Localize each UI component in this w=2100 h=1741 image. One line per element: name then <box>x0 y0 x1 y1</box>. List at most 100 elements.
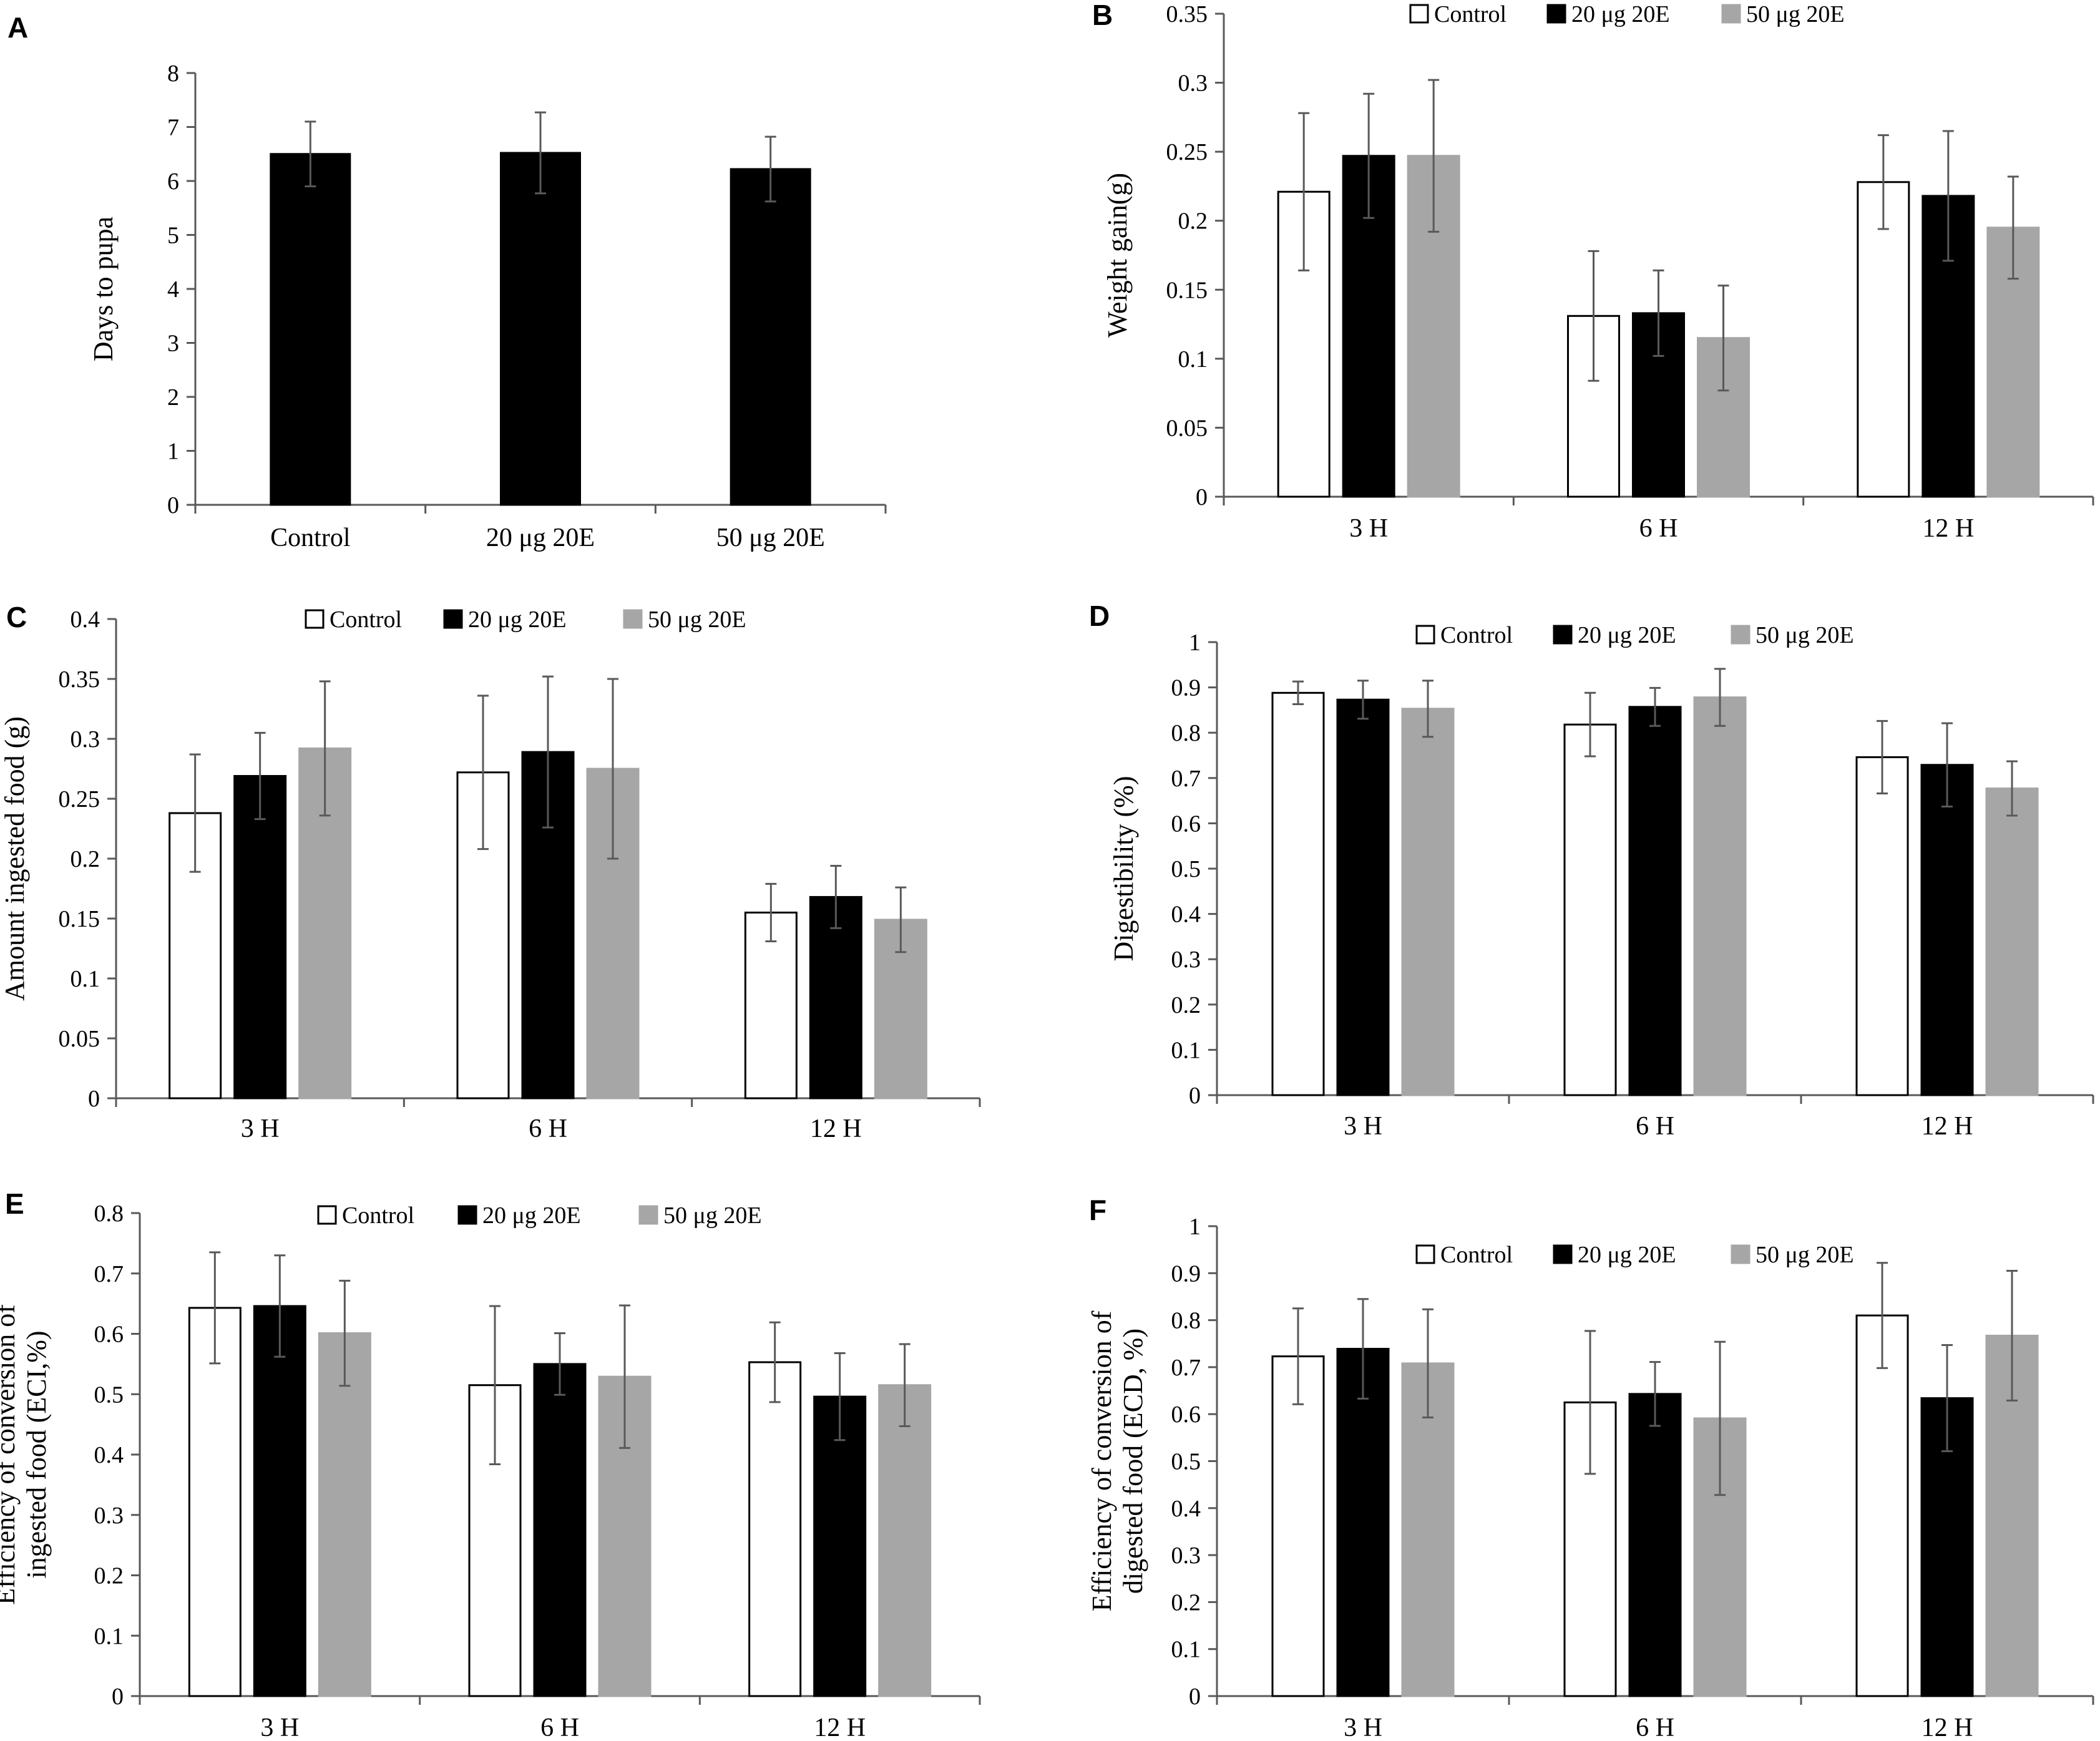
category-label: 20 μg 20E <box>486 524 595 552</box>
category-label: 12 H <box>810 1114 862 1143</box>
legend-swatch-2 <box>1553 625 1573 645</box>
bar <box>1563 723 1617 1096</box>
legend-label: 50 μg 20E <box>1756 622 1854 648</box>
legend-swatch-2 <box>1553 1244 1573 1264</box>
y-tick-label: 0.1 <box>1171 1037 1201 1063</box>
bar <box>1693 696 1747 1096</box>
category-label: 6 H <box>540 1714 579 1738</box>
y-tick-label: 0.05 <box>1166 415 1208 441</box>
legend-label: 20 μg 20E <box>482 1202 581 1229</box>
y-tick-label: 0.4 <box>1171 1496 1201 1522</box>
legend-swatch-1 <box>1415 625 1435 645</box>
bar <box>1920 1397 1974 1697</box>
legend-swatch-3 <box>1731 625 1751 645</box>
legend-label: 50 μg 20E <box>663 1202 762 1229</box>
category-label: 3 H <box>1344 1112 1382 1141</box>
legend-label: 50 μg 20E <box>1756 1242 1854 1268</box>
category-label: 3 H <box>1349 514 1388 543</box>
y-tick-label: 0.25 <box>59 786 100 812</box>
y-tick-label: 0.9 <box>1171 1261 1201 1287</box>
legend-label: Control <box>1440 622 1513 648</box>
y-axis-label: Digestibility (%) <box>1108 776 1139 962</box>
y-axis-label: ingested food (ECI,%) <box>21 1330 52 1578</box>
legend-swatch-3 <box>1721 4 1741 24</box>
y-axis-label: digested food (ECD, %) <box>1118 1329 1148 1594</box>
y-tick-label: 0.6 <box>1171 811 1201 837</box>
y-axis-label: Days to pupa <box>88 217 119 361</box>
y-tick-label: 0 <box>88 1086 100 1112</box>
category-label: 6 H <box>1639 514 1678 543</box>
y-tick-label: 0.35 <box>1166 1 1208 27</box>
category-label: 6 H <box>529 1114 567 1143</box>
y-tick-label: 0.8 <box>94 1201 124 1227</box>
y-tick-label: 0.7 <box>1171 1355 1201 1381</box>
category-label: 12 H <box>814 1714 866 1738</box>
y-tick-label: 1 <box>167 439 179 465</box>
y-tick-label: 0.1 <box>94 1623 124 1649</box>
bar <box>318 1332 371 1697</box>
y-tick-label: 0 <box>1189 1684 1201 1710</box>
bar <box>188 1307 242 1697</box>
y-tick-label: 0.5 <box>1171 1449 1201 1475</box>
category-label: 3 H <box>260 1714 299 1738</box>
legend-label: 20 μg 20E <box>1578 1242 1676 1268</box>
bar <box>1401 708 1455 1096</box>
bar <box>730 168 811 506</box>
bar <box>1336 1348 1390 1697</box>
bar <box>500 152 581 506</box>
legend-label: Control <box>330 607 402 633</box>
panel-letter: D <box>1089 600 1110 632</box>
panel-letter: B <box>1092 0 1113 31</box>
bar <box>809 895 862 1100</box>
category-label: 50 μg 20E <box>716 524 825 552</box>
y-tick-label: 0.25 <box>1166 139 1208 165</box>
y-axis-label: Amount ingested food (g) <box>0 716 30 1001</box>
bar <box>1628 1393 1682 1697</box>
bar <box>1628 706 1682 1096</box>
y-tick-label: 0.1 <box>71 966 100 992</box>
y-tick-label: 0.15 <box>59 906 100 932</box>
legend-label: 50 μg 20E <box>1746 1 1845 27</box>
y-tick-label: 0.3 <box>1171 1543 1201 1569</box>
bar <box>748 1361 802 1697</box>
category-label: 12 H <box>1922 514 1974 543</box>
panel-letter: E <box>5 1187 24 1220</box>
category-label: 3 H <box>1344 1714 1382 1738</box>
bar <box>744 911 798 1100</box>
bar <box>1985 787 2039 1096</box>
y-tick-label: 0.15 <box>1166 277 1208 303</box>
legend-swatch-1 <box>1409 4 1429 24</box>
panel-letter: F <box>1089 1194 1106 1226</box>
y-tick-label: 0.3 <box>71 726 100 753</box>
bar <box>533 1363 587 1697</box>
y-tick-label: 0.3 <box>1171 947 1201 973</box>
y-tick-label: 1 <box>1189 630 1201 656</box>
y-tick-label: 0.9 <box>1171 675 1201 701</box>
panel-letter: A <box>7 11 28 44</box>
bar <box>270 153 351 506</box>
legend: Control 20 μg 20E 50 μg 20E <box>1415 1242 1854 1268</box>
category-label: 3 H <box>241 1114 280 1143</box>
legend-swatch-3 <box>638 1205 658 1225</box>
y-tick-label: 0.3 <box>94 1503 124 1529</box>
bar <box>1271 1355 1325 1697</box>
legend-label: 20 μg 20E <box>468 607 567 633</box>
y-tick-label: 8 <box>167 61 179 87</box>
y-tick-label: 0.2 <box>1171 1589 1201 1616</box>
legend-swatch-2 <box>443 609 463 629</box>
category-label: 12 H <box>1922 1714 1973 1738</box>
y-tick-label: 0.6 <box>94 1322 124 1348</box>
bar <box>1920 764 1974 1096</box>
y-tick-label: 0.5 <box>94 1382 124 1408</box>
legend-swatch-1 <box>305 609 325 629</box>
chart-panel-e: E 0 0.1 0.2 0.3 0.4 0.5 0.6 0.7 0.8 Efficiency of … <box>0 1187 981 1741</box>
y-tick-label: 0.7 <box>1171 766 1201 792</box>
bar <box>813 1395 867 1697</box>
chart-panel-c: C 0 0.05 0.1 0.15 0.2 0.25 0.3 0.35 0.4 Amount ing… <box>0 601 981 1143</box>
y-tick-label: 0 <box>167 492 179 519</box>
y-tick-label: 0.2 <box>71 846 100 872</box>
y-tick-label: 1 <box>1189 1214 1201 1240</box>
y-tick-label: 0.2 <box>1171 992 1201 1018</box>
category-label: 12 H <box>1922 1112 1973 1141</box>
